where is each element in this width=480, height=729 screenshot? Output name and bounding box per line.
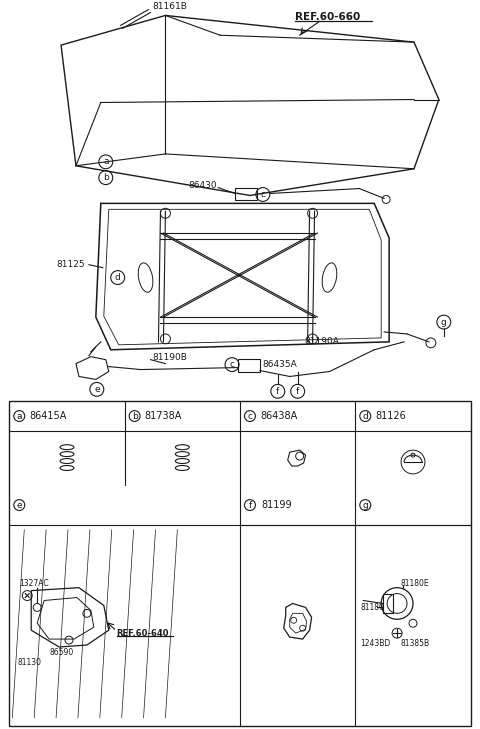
Text: 81180: 81180 [360, 603, 384, 612]
Text: 81385B: 81385B [400, 639, 429, 647]
Text: b: b [132, 412, 137, 421]
Text: 81190A: 81190A [305, 338, 339, 346]
Text: REF.60-660: REF.60-660 [295, 12, 360, 23]
Text: 1327AC: 1327AC [19, 580, 49, 588]
Text: e: e [16, 501, 22, 510]
Text: b: b [103, 174, 108, 182]
Text: c: c [248, 412, 252, 421]
Text: 81190B: 81190B [153, 353, 187, 362]
Bar [383, 593, 393, 613]
Text: 86430: 86430 [188, 181, 217, 190]
Text: 81180E: 81180E [400, 580, 429, 588]
Text: c: c [229, 360, 235, 369]
Text: 81130: 81130 [17, 658, 41, 667]
Text: 81199: 81199 [262, 500, 292, 510]
Text: e: e [94, 385, 100, 394]
Text: 81161B: 81161B [153, 2, 187, 12]
Bar [235, 187, 257, 200]
Text: a: a [16, 412, 22, 421]
Text: 86435A: 86435A [263, 360, 298, 369]
Bar [9, 401, 471, 725]
Text: 1243BD: 1243BD [360, 639, 391, 647]
Text: g: g [441, 318, 447, 327]
Text: d: d [362, 412, 368, 421]
Text: 81125: 81125 [56, 260, 84, 269]
Text: 86415A: 86415A [29, 411, 67, 421]
Text: d: d [115, 273, 120, 282]
Text: REF.60-640: REF.60-640 [117, 628, 169, 638]
Text: 86590: 86590 [49, 648, 73, 658]
Bar [238, 359, 260, 372]
Text: 81738A: 81738A [144, 411, 182, 421]
Text: f: f [296, 387, 300, 396]
Text: 81126: 81126 [375, 411, 406, 421]
Text: 86438A: 86438A [260, 411, 297, 421]
Text: f: f [248, 501, 252, 510]
Text: a: a [103, 157, 108, 166]
Text: f: f [276, 387, 279, 396]
Text: c: c [260, 190, 265, 199]
Text: g: g [362, 501, 368, 510]
